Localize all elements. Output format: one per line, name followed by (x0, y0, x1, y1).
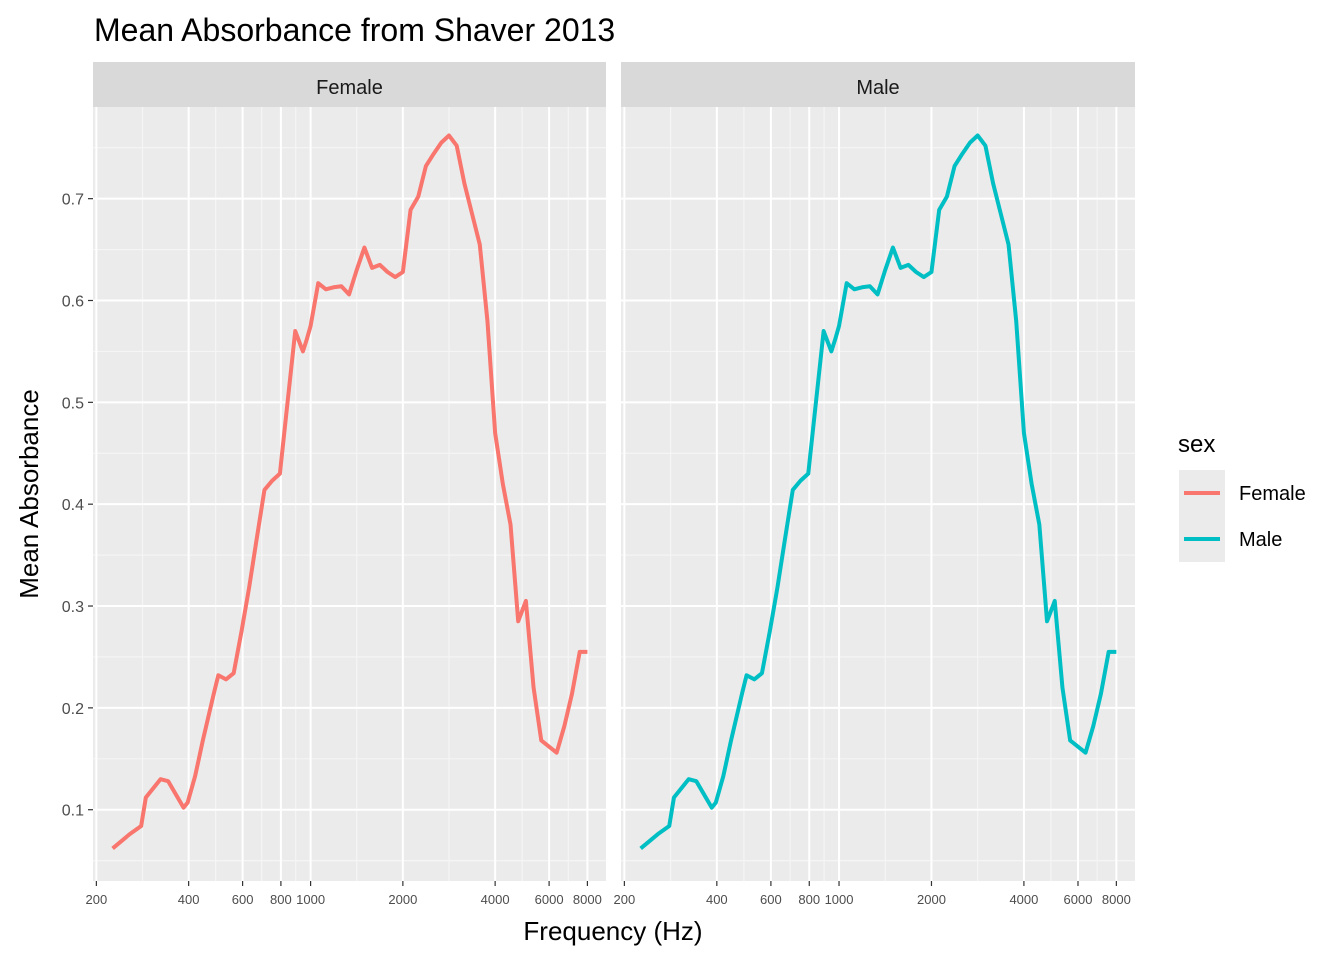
panel-male: Male 200 400 600 800 1000 2000 4000 6000 8000 (614, 62, 1135, 907)
x-tick-label: 200 (86, 892, 108, 907)
y-axis-title: Mean Absorbance (14, 389, 44, 599)
strip-label-female: Female (316, 77, 383, 99)
strip-label-male: Male (856, 77, 899, 99)
y-tick-label: 0.7 (62, 192, 84, 209)
x-tick-label: 2000 (388, 892, 417, 907)
strip-female (93, 62, 606, 107)
x-tick-label: 600 (232, 892, 254, 907)
series-line-female (111, 133, 588, 850)
panel-female: Female 200 400 600 800 1000 2000 4000 6000 8000 0.… (62, 62, 606, 907)
y-tick-label: 0.4 (62, 497, 84, 514)
y-tick-label: 0.3 (62, 599, 84, 616)
x-tick-label: 800 (798, 892, 820, 907)
legend-title: sex (1178, 431, 1215, 458)
x-tick-label: 400 (178, 892, 200, 907)
x-tick-label: 1000 (296, 892, 325, 907)
x-tick-label: 6000 (1064, 892, 1093, 907)
x-tick-label: 2000 (917, 892, 946, 907)
series-line-male (639, 133, 1117, 850)
strip-male (621, 62, 1135, 107)
x-tick-label: 600 (760, 892, 782, 907)
x-tick-label: 1000 (825, 892, 854, 907)
panel-background-female (93, 107, 606, 881)
x-tick-label: 200 (614, 892, 636, 907)
legend: sex Female Male (1178, 431, 1306, 562)
facet-panels: Female 200 400 600 800 1000 2000 4000 6000 8000 0.… (62, 62, 1135, 907)
y-tick-label: 0.6 (62, 294, 84, 311)
y-tick-label: 0.1 (62, 803, 84, 820)
x-tick-label: 4000 (1009, 892, 1038, 907)
x-tick-label: 4000 (481, 892, 510, 907)
legend-label-male: Male (1239, 529, 1282, 551)
x-tick-label: 8000 (573, 892, 602, 907)
chart-title: Mean Absorbance from Shaver 2013 (94, 12, 615, 48)
x-tick-label: 6000 (535, 892, 564, 907)
legend-label-female: Female (1239, 483, 1306, 505)
panel-background-male (621, 107, 1135, 881)
x-tick-label: 800 (270, 892, 292, 907)
y-tick-label: 0.5 (62, 395, 84, 412)
x-axis-title: Frequency (Hz) (523, 916, 702, 946)
y-tick-label: 0.2 (62, 701, 84, 718)
x-tick-label: 8000 (1102, 892, 1131, 907)
x-tick-label: 400 (706, 892, 728, 907)
